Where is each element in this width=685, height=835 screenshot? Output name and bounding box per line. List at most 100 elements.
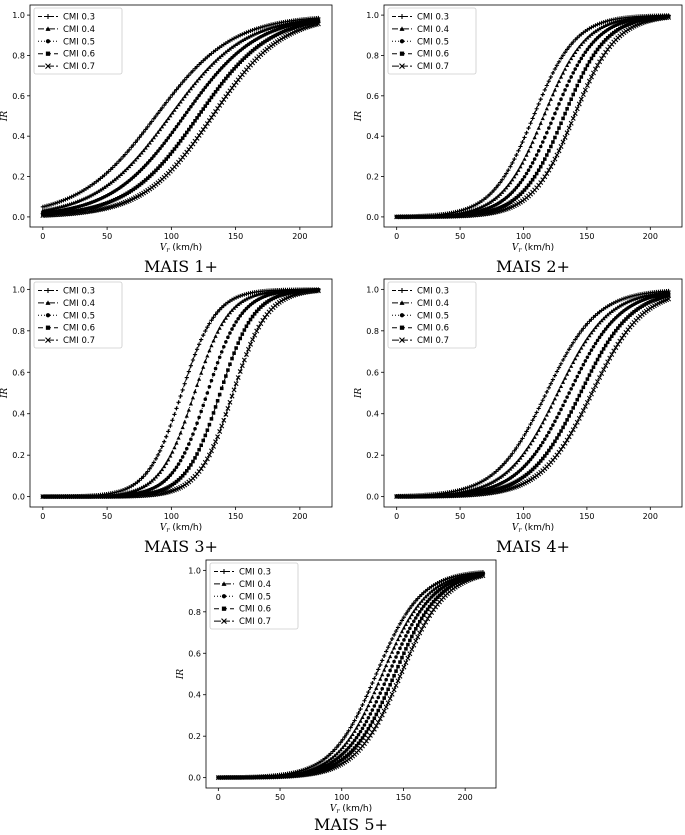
data-point	[208, 448, 214, 454]
legend-marker	[45, 39, 51, 44]
data-point	[559, 97, 563, 101]
data-point	[516, 168, 521, 172]
data-point	[569, 97, 573, 101]
data-point	[234, 320, 238, 324]
data-point	[583, 67, 588, 71]
data-point	[127, 147, 132, 152]
data-point	[571, 360, 576, 365]
data-point	[156, 166, 160, 171]
data-point	[532, 174, 537, 179]
series-cmi-0-7	[40, 288, 321, 500]
data-point	[346, 745, 351, 750]
data-point	[192, 352, 198, 357]
data-point	[429, 610, 435, 616]
data-point	[158, 146, 162, 151]
data-point	[506, 201, 511, 206]
data-point	[538, 459, 543, 463]
data-point	[469, 484, 474, 489]
data-point	[187, 466, 191, 470]
data-point	[201, 88, 206, 92]
x-tick-label: 150	[396, 793, 411, 802]
data-point	[554, 63, 560, 68]
data-point	[222, 79, 226, 83]
legend-label: CMI 0.5	[417, 311, 449, 321]
data-point	[498, 192, 503, 196]
data-point	[162, 159, 166, 164]
data-point	[630, 21, 634, 25]
y-tick-label: 0.0	[12, 493, 25, 502]
data-point	[374, 686, 379, 690]
data-point	[398, 646, 402, 651]
data-point	[439, 582, 444, 586]
data-point	[340, 745, 345, 750]
data-point	[582, 403, 588, 409]
data-point	[549, 144, 553, 149]
data-point	[192, 81, 198, 86]
data-point	[322, 760, 328, 765]
data-point	[100, 186, 105, 191]
data-point	[597, 21, 602, 26]
data-point	[263, 39, 267, 44]
data-point	[652, 298, 657, 302]
data-point	[110, 198, 115, 203]
data-point	[199, 370, 204, 375]
data-point	[551, 116, 555, 121]
data-point	[182, 94, 187, 99]
data-point	[512, 197, 517, 202]
data-point	[388, 654, 393, 659]
data-point	[291, 290, 296, 294]
data-point	[406, 630, 410, 634]
data-point	[186, 369, 191, 374]
data-point	[532, 135, 537, 140]
data-point	[233, 381, 239, 387]
data-point	[616, 28, 620, 32]
legend-label: CMI 0.6	[417, 50, 449, 60]
data-point	[217, 392, 222, 397]
data-point	[51, 201, 56, 207]
data-point	[195, 116, 199, 120]
data-point	[603, 19, 608, 24]
data-point	[587, 60, 592, 64]
x-tick-label: 100	[516, 232, 531, 241]
data-point	[614, 328, 618, 333]
data-point	[215, 434, 221, 440]
data-point	[591, 53, 596, 58]
legend-frame	[33, 281, 123, 349]
data-point	[360, 702, 365, 708]
data-point	[271, 34, 275, 39]
data-point	[552, 373, 558, 378]
data-point	[344, 731, 349, 737]
data-point	[575, 334, 580, 339]
data-point	[245, 774, 251, 780]
data-point	[198, 466, 204, 472]
data-point	[225, 775, 231, 781]
data-point	[236, 302, 241, 307]
data-point	[565, 63, 570, 68]
data-point	[508, 466, 513, 471]
data-point	[168, 113, 173, 118]
data-point	[611, 348, 617, 354]
data-point	[267, 298, 271, 303]
series-cmi-0-3	[394, 13, 671, 219]
y-tick-label: 0.4	[188, 691, 201, 700]
data-point	[155, 472, 161, 477]
data-point	[520, 475, 525, 480]
x-tick-label: 0	[394, 512, 399, 521]
data-point	[421, 623, 427, 629]
data-point	[560, 139, 566, 145]
data-point	[180, 116, 185, 120]
data-point	[188, 363, 193, 368]
data-point	[229, 308, 235, 312]
data-point	[437, 593, 442, 598]
data-point	[241, 774, 247, 780]
data-point	[84, 207, 88, 211]
legend-marker	[399, 51, 405, 56]
data-point	[524, 152, 529, 157]
data-point	[240, 58, 245, 62]
data-point	[589, 348, 594, 352]
data-point	[536, 461, 541, 466]
data-point	[246, 29, 251, 34]
data-point	[346, 752, 351, 756]
data-point	[259, 42, 263, 47]
data-point	[204, 456, 210, 462]
